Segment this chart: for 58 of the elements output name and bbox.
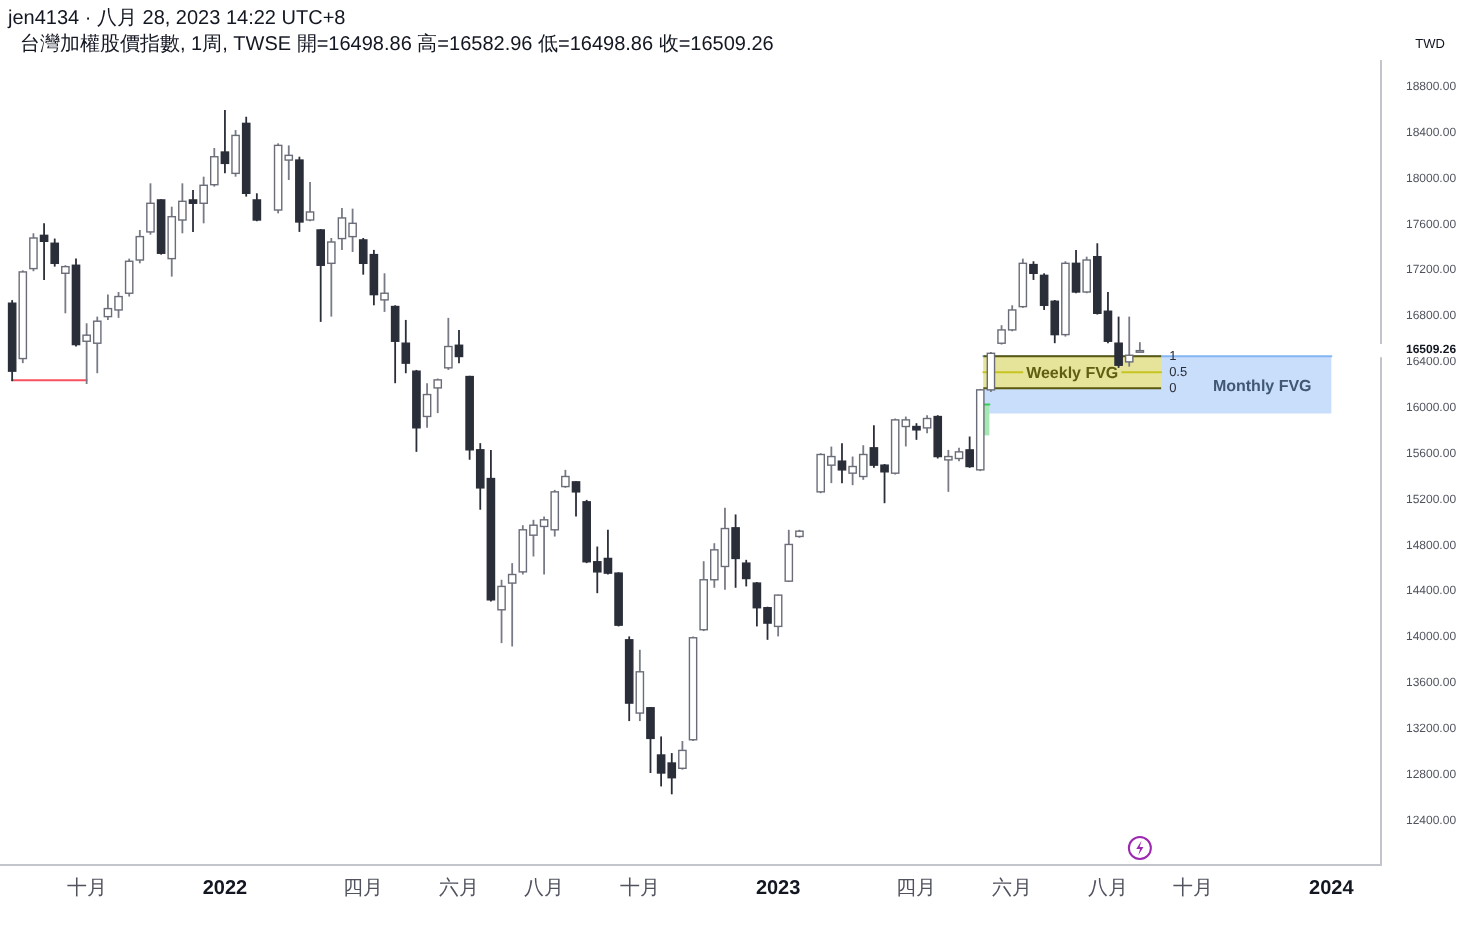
candlestick [773, 593, 783, 638]
candlestick [965, 435, 974, 469]
candlestick [231, 129, 240, 178]
candlestick [497, 578, 506, 645]
x-tick-label: 2024 [1309, 877, 1355, 899]
candlestick [1082, 255, 1091, 295]
x-tick-label: 六月 [992, 875, 1033, 899]
candlestick [390, 304, 400, 385]
candlestick [252, 192, 262, 223]
candlestick [433, 377, 443, 415]
x-tick-label: 八月 [1087, 877, 1128, 899]
candlestick [39, 222, 49, 281]
candlestick [199, 175, 208, 225]
candlestick [731, 513, 740, 589]
candlestick [146, 182, 155, 236]
candlestick [422, 382, 432, 429]
candlestick [1135, 341, 1145, 353]
candlestick [933, 414, 943, 460]
candlestick [220, 109, 230, 175]
x-tick-label: 四月 [896, 877, 937, 899]
candlestick [837, 442, 847, 485]
x-tick-label: 2023 [755, 877, 802, 899]
x-tick-label: 八月 [524, 877, 565, 899]
chart-title: 台灣加權股價指數, 1周, TWSE 開=16498.86 高=16582.96 低=16498.86 收=16509.26 [20, 31, 775, 55]
candlestick [188, 189, 198, 233]
text: jen4134 · 八月 28, 2023 14:22 UTC+8 [6, 7, 347, 29]
candlestick [784, 528, 794, 583]
candlestick [61, 264, 70, 315]
x-tick-label: 十月 [66, 875, 107, 899]
candlestick [135, 229, 145, 265]
candlestick [124, 257, 134, 298]
x-tick-label: 十月 [619, 875, 660, 899]
candlestick [29, 232, 38, 273]
x-tick-label: 四月 [343, 877, 384, 899]
candlestick [380, 272, 389, 313]
candlestick [454, 329, 464, 365]
candlestick [1114, 315, 1123, 369]
candlestick [401, 319, 411, 375]
x-tick-label: 十月 [1173, 875, 1214, 899]
candlestick [635, 648, 645, 722]
candlestick [646, 706, 655, 774]
candlestick [327, 237, 336, 318]
x-tick-label: 2022 [202, 877, 249, 899]
candlestick [571, 480, 581, 518]
series-label: Weekly FVG [1026, 363, 1119, 382]
candlestick [1071, 249, 1081, 295]
candlestick [741, 558, 751, 588]
candlestick [507, 562, 517, 648]
x-tick-label: 六月 [438, 875, 479, 899]
series-label: Monthly FVG [1212, 375, 1312, 394]
candlestick [1029, 260, 1038, 281]
candlestick [1018, 257, 1028, 309]
candlestick [305, 181, 315, 223]
candlestick [209, 147, 219, 188]
candlestick [444, 316, 453, 371]
candlestick [50, 237, 60, 268]
candlestick [678, 740, 687, 771]
candlestick [316, 228, 325, 323]
